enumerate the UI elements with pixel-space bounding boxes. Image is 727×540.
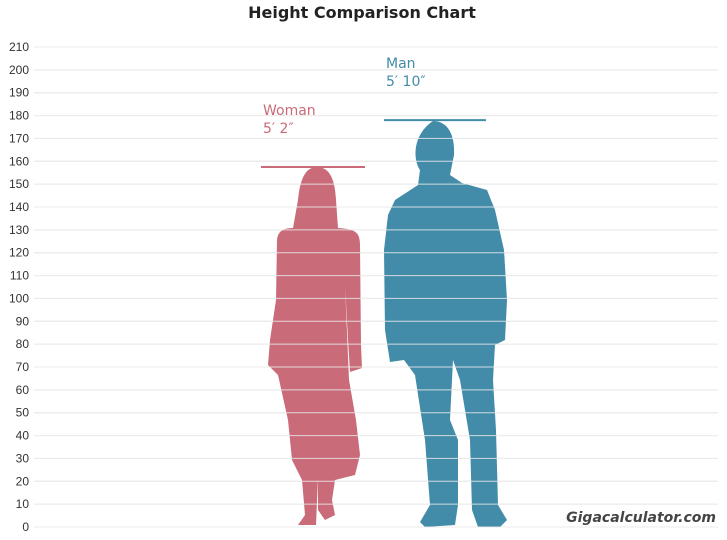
woman-height-label: 5′ 2″ bbox=[263, 121, 294, 137]
y-tick-label: 80 bbox=[16, 337, 30, 351]
y-tick-label: 40 bbox=[16, 429, 30, 443]
man-height-label: 5′ 10″ bbox=[386, 74, 426, 90]
man-name-label: Man bbox=[386, 56, 416, 72]
y-tick-label: 100 bbox=[9, 291, 29, 305]
y-tick-label: 60 bbox=[16, 383, 30, 397]
chart-title: Height Comparison Chart bbox=[248, 3, 476, 22]
y-tick-label: 170 bbox=[9, 131, 29, 145]
woman-name-label: Woman bbox=[263, 103, 316, 119]
y-tick-label: 150 bbox=[9, 177, 29, 191]
y-tick-label: 30 bbox=[16, 451, 30, 465]
y-tick-label: 20 bbox=[16, 474, 30, 488]
y-tick-label: 180 bbox=[9, 109, 29, 123]
y-tick-label: 120 bbox=[9, 246, 29, 260]
woman-silhouette bbox=[268, 167, 362, 525]
y-tick-label: 0 bbox=[22, 520, 29, 534]
y-tick-label: 160 bbox=[9, 154, 29, 168]
y-tick-label: 210 bbox=[9, 40, 29, 54]
y-tick-label: 50 bbox=[16, 406, 30, 420]
y-tick-label: 90 bbox=[16, 314, 30, 328]
y-tick-label: 190 bbox=[9, 86, 29, 100]
y-tick-label: 200 bbox=[9, 63, 29, 77]
y-tick-label: 110 bbox=[10, 269, 29, 283]
watermark: Gigacalculator.com bbox=[566, 510, 716, 526]
y-tick-label: 140 bbox=[9, 200, 29, 214]
y-tick-label: 70 bbox=[16, 360, 30, 374]
y-tick-label: 10 bbox=[16, 497, 30, 511]
y-tick-label: 130 bbox=[9, 223, 29, 237]
man-silhouette bbox=[384, 121, 507, 527]
